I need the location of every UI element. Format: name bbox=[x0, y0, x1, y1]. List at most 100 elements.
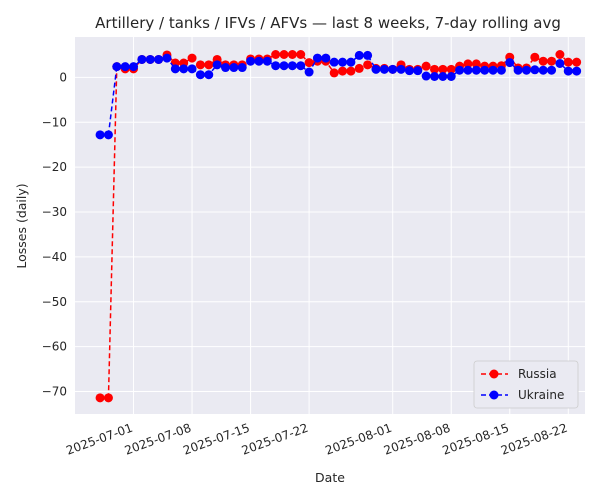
point-ukraine bbox=[521, 65, 531, 75]
x-tick-labels: 2025-07-012025-07-082025-07-152025-07-22… bbox=[64, 421, 569, 458]
point-russia bbox=[555, 50, 565, 60]
point-ukraine bbox=[154, 54, 164, 64]
point-ukraine bbox=[137, 54, 147, 64]
point-russia bbox=[195, 60, 205, 70]
point-ukraine bbox=[287, 61, 297, 71]
point-russia bbox=[354, 63, 364, 73]
y-tick-label: −10 bbox=[42, 115, 67, 129]
point-ukraine bbox=[162, 53, 172, 63]
point-ukraine bbox=[430, 71, 440, 81]
point-ukraine bbox=[204, 70, 214, 80]
point-ukraine bbox=[296, 61, 306, 71]
x-tick-label: 2025-07-01 bbox=[64, 421, 134, 458]
y-tick-label: −60 bbox=[42, 340, 67, 354]
point-ukraine bbox=[329, 57, 339, 67]
point-ukraine bbox=[145, 54, 155, 64]
point-ukraine bbox=[312, 53, 322, 63]
point-russia bbox=[421, 61, 431, 71]
x-axis-label: Date bbox=[315, 470, 345, 485]
point-ukraine bbox=[455, 65, 465, 75]
point-russia bbox=[346, 66, 356, 76]
point-russia bbox=[530, 52, 540, 62]
y-tick-label: −40 bbox=[42, 250, 67, 264]
point-ukraine bbox=[446, 71, 456, 81]
point-russia bbox=[304, 58, 314, 68]
point-russia bbox=[463, 59, 473, 69]
point-ukraine bbox=[179, 64, 189, 74]
point-ukraine bbox=[95, 130, 105, 140]
point-ukraine bbox=[555, 58, 565, 68]
point-russia bbox=[103, 393, 113, 403]
legend-ukraine-label: Ukraine bbox=[518, 388, 564, 402]
point-ukraine bbox=[421, 71, 431, 81]
point-russia bbox=[296, 50, 306, 60]
point-ukraine bbox=[354, 50, 364, 60]
point-ukraine bbox=[388, 64, 398, 74]
point-ukraine bbox=[195, 70, 205, 80]
point-russia bbox=[471, 59, 481, 69]
point-ukraine bbox=[187, 64, 197, 74]
point-ukraine bbox=[304, 67, 314, 77]
point-ukraine bbox=[480, 65, 490, 75]
x-tick-label: 2025-08-08 bbox=[382, 421, 452, 458]
x-tick-label: 2025-07-08 bbox=[123, 421, 193, 458]
y-axis-label: Losses (daily) bbox=[14, 183, 29, 268]
point-ukraine bbox=[538, 65, 548, 75]
point-ukraine bbox=[463, 65, 473, 75]
y-tick-label: −50 bbox=[42, 295, 67, 309]
point-russia bbox=[438, 64, 448, 74]
legend-ukraine-marker bbox=[489, 390, 499, 400]
grid-lines bbox=[75, 37, 585, 414]
point-russia bbox=[329, 68, 339, 78]
x-tick-label: 2025-08-01 bbox=[323, 421, 393, 458]
point-ukraine bbox=[413, 66, 423, 76]
point-ukraine bbox=[438, 71, 448, 81]
x-tick-label: 2025-07-15 bbox=[181, 421, 251, 458]
point-ukraine bbox=[170, 64, 180, 74]
point-ukraine bbox=[505, 58, 515, 68]
point-russia bbox=[271, 50, 281, 60]
point-ukraine bbox=[563, 66, 573, 76]
point-ukraine bbox=[371, 64, 381, 74]
point-ukraine bbox=[321, 53, 331, 63]
point-ukraine bbox=[488, 65, 498, 75]
point-russia bbox=[563, 57, 573, 67]
point-russia bbox=[338, 66, 348, 76]
x-tick-label: 2025-08-22 bbox=[499, 421, 569, 458]
point-ukraine bbox=[379, 64, 389, 74]
point-ukraine bbox=[103, 130, 113, 140]
point-russia bbox=[430, 64, 440, 74]
series-layer bbox=[95, 50, 582, 403]
y-tick-labels: 0 −10 −20 −30 −40 −50 −60 −70 bbox=[42, 70, 67, 398]
y-tick-label: −30 bbox=[42, 205, 67, 219]
point-ukraine bbox=[129, 62, 139, 72]
plot-background bbox=[75, 37, 585, 414]
point-russia bbox=[538, 56, 548, 66]
legend-box bbox=[473, 360, 579, 409]
point-ukraine bbox=[262, 56, 272, 66]
point-russia bbox=[204, 60, 214, 70]
point-ukraine bbox=[220, 63, 230, 73]
point-ukraine bbox=[530, 65, 540, 75]
point-ukraine bbox=[254, 56, 264, 66]
point-ukraine bbox=[572, 66, 582, 76]
point-ukraine bbox=[396, 64, 406, 74]
point-ukraine bbox=[229, 63, 239, 73]
point-ukraine bbox=[346, 57, 356, 67]
legend-russia-marker bbox=[489, 369, 499, 379]
point-ukraine bbox=[120, 62, 130, 72]
legend-russia-label: Russia bbox=[518, 367, 557, 381]
x-tick-label: 2025-08-15 bbox=[440, 421, 510, 458]
point-ukraine bbox=[547, 65, 557, 75]
point-ukraine bbox=[212, 60, 222, 70]
legend: Russia Ukraine bbox=[473, 360, 579, 409]
y-tick-label: −70 bbox=[42, 385, 67, 399]
point-ukraine bbox=[112, 62, 122, 72]
point-ukraine bbox=[404, 66, 414, 76]
point-russia bbox=[95, 393, 105, 403]
y-tick-label: 0 bbox=[59, 70, 67, 84]
point-ukraine bbox=[279, 61, 289, 71]
point-russia bbox=[363, 60, 373, 70]
chart-title: Artillery / tanks / IFVs / AFVs — last 8… bbox=[95, 14, 561, 32]
